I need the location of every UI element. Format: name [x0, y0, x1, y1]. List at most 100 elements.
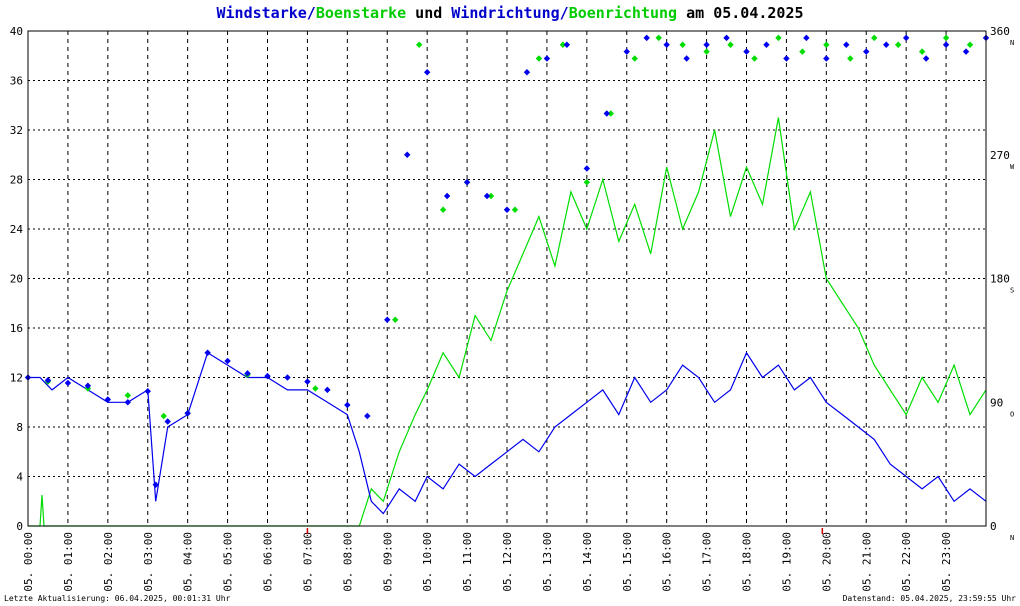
y-tick-label: 4 [16, 471, 23, 484]
y-tick-label: 12 [10, 372, 23, 385]
gust-direction-point [607, 110, 614, 117]
wind-direction-point [883, 41, 890, 48]
x-tick-label: 05. 02:00 [102, 532, 115, 592]
wind-direction-point [244, 370, 251, 377]
gust-direction-point [583, 179, 591, 186]
gust-direction-point [703, 48, 710, 55]
plot-frame [27, 30, 987, 527]
wind-direction-point [663, 41, 670, 48]
wind-direction-point [583, 165, 591, 172]
gust-direction-point [871, 34, 878, 42]
wind-direction-point [384, 316, 391, 323]
y-tick-label: 36 [10, 75, 23, 88]
gust-direction-point [655, 34, 662, 42]
x-tick-label: 05. 05:00 [222, 532, 235, 592]
x-tick-label: 05. 11:00 [461, 532, 474, 592]
wind-direction-point [723, 34, 730, 42]
x-tick-label: 05. 20:00 [820, 532, 833, 592]
x-tick-label: 05. 08:00 [341, 532, 354, 592]
y2-tick-label: 180 [990, 273, 1010, 286]
x-tick-label: 05. 23:00 [940, 532, 953, 592]
wind-direction-point [563, 41, 571, 48]
header-part-5: / [560, 4, 569, 22]
wind-direction-point [463, 179, 471, 186]
gust-direction-point [679, 41, 686, 48]
gust-direction-point [535, 55, 543, 62]
y-tick-label: 16 [10, 322, 23, 335]
header-part-2: Boenstarke [316, 4, 406, 22]
x-tick-label: 05. 09:00 [381, 532, 394, 592]
gust-direction-point [312, 385, 319, 392]
gust-direction-point [124, 392, 131, 399]
wind-direction-point [743, 48, 750, 55]
y-tick-label: 24 [10, 223, 24, 236]
wind-direction-point [922, 55, 930, 62]
y2-tick-label: 360 [990, 25, 1010, 38]
wind-direction-point [64, 379, 72, 387]
series-layer [24, 34, 990, 527]
wind-direction-point [643, 34, 650, 42]
gust-direction-point [966, 41, 974, 48]
gust-direction-point [511, 206, 519, 213]
y2-compass-label: S [1010, 287, 1014, 295]
gust-direction-point [847, 55, 854, 62]
footer-left: Letzte Aktualisierung: 06.04.2025, 00:01… [4, 594, 231, 603]
wind-direction-point [264, 372, 271, 380]
wind-direction-point [523, 69, 531, 76]
y2-compass-label: O [1010, 410, 1014, 418]
x-tick-label: 05. 13:00 [541, 532, 554, 592]
wind-speed-line [28, 351, 987, 515]
gust-direction-point [415, 41, 423, 48]
wind-direction-point [902, 34, 910, 42]
x-tick-label: 05. 07:00 [301, 532, 314, 592]
y-tick-label: 0 [16, 520, 23, 533]
header-part-7: am 05.04.2025 [677, 4, 803, 22]
wind-direction-point [763, 41, 770, 48]
x-tick-label: 05. 00:00 [22, 532, 35, 592]
x-tick-label: 05. 22:00 [900, 532, 913, 592]
gust-direction-point [487, 192, 495, 200]
wind-direction-point [84, 382, 92, 389]
gust-direction-point [799, 48, 806, 55]
wind-direction-point [703, 41, 710, 48]
wind-direction-point [364, 412, 371, 420]
x-tick-label: 05. 17:00 [701, 532, 714, 592]
x-tick-label: 05. 15:00 [621, 532, 634, 592]
x-tick-label: 05. 21:00 [860, 532, 873, 592]
x-tick-label: 05. 12:00 [501, 532, 514, 592]
y2-tick-label: 270 [990, 149, 1010, 162]
wind-direction-point [344, 401, 351, 409]
gust-direction-point [894, 41, 902, 48]
x-tick-label: 05. 19:00 [780, 532, 793, 592]
wind-direction-point [324, 386, 331, 394]
wind-direction-point [404, 151, 411, 158]
y2-compass-label: N [1010, 534, 1014, 542]
footer-right: Datenstand: 05.04.2025, 23:59:55 Uhr [843, 594, 1017, 603]
wind-direction-point [304, 378, 311, 385]
wind-direction-point [152, 481, 159, 488]
x-tick-label: 05. 18:00 [741, 532, 754, 592]
wind-direction-point [224, 357, 231, 365]
header-part-1: / [307, 4, 316, 22]
axis-labels: 05. 00:00 05. 01:00 05. 02:00 05. 03:00 05. … [10, 25, 1015, 592]
wind-direction-point [204, 349, 211, 356]
y2-tick-label: 90 [990, 396, 1003, 409]
x-tick-label: 05. 14:00 [581, 532, 594, 592]
wind-direction-point [803, 34, 810, 42]
wind-direction-point [863, 48, 870, 55]
gust-direction-point [751, 55, 758, 62]
wind-direction-point [623, 48, 630, 55]
x-tick-label: 05. 04:00 [182, 532, 195, 592]
wind-direction-point [503, 206, 511, 213]
x-tick-label: 05. 03:00 [142, 532, 155, 592]
header-part-6: Boenrichtung [569, 4, 677, 22]
wind-direction-point [483, 192, 491, 200]
gust-direction-point [727, 41, 734, 48]
y-tick-label: 20 [10, 273, 23, 286]
gust-direction-point [631, 55, 638, 62]
x-tick-label: 05. 10:00 [421, 532, 434, 592]
wind-direction-point [184, 410, 191, 417]
wind-direction-point [443, 192, 451, 200]
gust-direction-point [439, 206, 447, 213]
